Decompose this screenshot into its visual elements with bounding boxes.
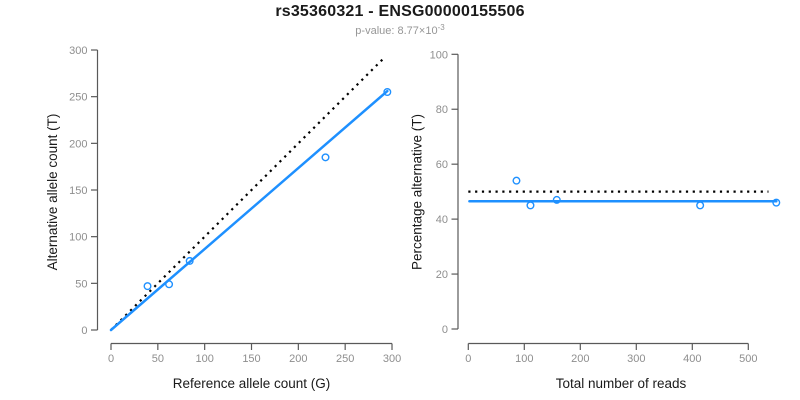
x-tick-label: 200 — [571, 353, 589, 365]
x-tick-label: 250 — [336, 353, 354, 365]
y-tick-label: 200 — [69, 138, 87, 150]
y-axis-title: Alternative allele count (T) — [45, 114, 60, 271]
y-tick-label: 60 — [436, 159, 448, 171]
regression-line — [109, 89, 389, 332]
x-tick-label: 0 — [465, 353, 471, 365]
y-axis-title: Percentage alternative (T) — [410, 114, 425, 270]
identity-line — [110, 55, 387, 331]
y-tick-label: 0 — [442, 324, 448, 336]
y-tick-label: 50 — [75, 278, 87, 290]
data-point — [552, 195, 561, 204]
y-tick-label: 300 — [69, 45, 87, 57]
x-tick-label: 200 — [289, 353, 307, 365]
allele-counts-plot: 0 50 100 150 200 250 300 0 50 100 150 200 250 300 Refe… — [45, 45, 401, 391]
data-point — [512, 176, 521, 185]
x-tick-label: 500 — [739, 353, 757, 365]
x-tick-label: 300 — [627, 353, 645, 365]
x-tick-label: 300 — [383, 353, 401, 365]
y-tick-label: 20 — [436, 269, 448, 281]
p-value-text: p-value: 8.77×10 — [355, 25, 438, 37]
x-axis-title: Total number of reads — [556, 376, 687, 391]
x-tick-label: 100 — [195, 353, 213, 365]
data-point — [772, 198, 781, 207]
x-tick-label: 150 — [242, 353, 260, 365]
data-point — [383, 88, 392, 97]
p-value-exponent: -3 — [437, 23, 445, 32]
data-point — [696, 201, 705, 210]
data-point — [526, 201, 535, 210]
y-tick-label: 80 — [436, 104, 448, 116]
x-axis-title: Reference allele count (G) — [173, 376, 331, 391]
x-tick-label: 100 — [515, 353, 533, 365]
x-tick-label: 0 — [108, 353, 114, 365]
percentage-vs-reads-plot: 0 20 40 60 80 100 0 100 200 300 400 500 Total number… — [410, 49, 781, 391]
y-tick-label: 150 — [69, 185, 87, 197]
y-tick-label: 40 — [436, 214, 448, 226]
data-point — [321, 153, 330, 162]
figure-subtitle: p-value: 8.77×10-3 — [0, 23, 800, 37]
x-tick-label: 400 — [683, 353, 701, 365]
data-point — [143, 282, 152, 291]
data-point — [185, 256, 194, 265]
y-tick-label: 100 — [69, 232, 87, 244]
data-point — [165, 280, 174, 289]
y-tick-label: 250 — [69, 92, 87, 104]
x-tick-label: 50 — [152, 353, 164, 365]
y-tick-label: 0 — [81, 325, 87, 337]
figure-title: rs35360321 - ENSG00000155506 — [275, 3, 525, 20]
y-tick-label: 100 — [430, 49, 448, 61]
